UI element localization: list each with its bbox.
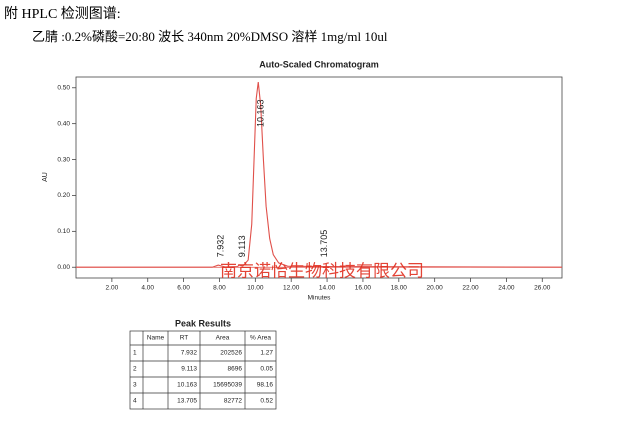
table-cell: 202526 xyxy=(220,350,242,357)
x-tick-label: 4.00 xyxy=(141,285,154,292)
header-title: 附 HPLC 检测图谱: xyxy=(4,6,121,22)
table-cell: 9.113 xyxy=(181,366,197,373)
x-tick-label: 16.00 xyxy=(355,285,372,292)
y-tick-label: 0.00 xyxy=(57,264,70,271)
plot-frame xyxy=(75,76,563,279)
table-cell: 3 xyxy=(133,382,137,389)
y-tick-label: 0.30 xyxy=(57,156,70,163)
x-tick-label: 26.00 xyxy=(534,285,551,292)
x-tick-label: 24.00 xyxy=(498,285,515,292)
table-title: Peak Results xyxy=(175,318,231,328)
table-header: Name xyxy=(147,335,165,342)
watermark: 南京诺怡生物科技有限公司 xyxy=(220,261,424,280)
table-cell: 7.932 xyxy=(181,350,198,357)
header-conditions: 乙腈 :0.2%磷酸=20:80 波长 340nm 20%DMSO 溶样 1mg… xyxy=(32,29,388,44)
y-tick-label: 0.10 xyxy=(57,228,70,235)
peak-label: 10.163 xyxy=(256,99,266,127)
y-tick-label: 0.50 xyxy=(57,84,70,91)
chart-title: Auto-Scaled Chromatogram xyxy=(259,59,379,69)
x-tick-label: 20.00 xyxy=(427,285,444,292)
table-header: RT xyxy=(180,335,189,342)
x-tick-label: 10.00 xyxy=(247,285,264,292)
table-cell: 13.705 xyxy=(177,398,197,405)
peak-label: 13.705 xyxy=(319,230,329,258)
table-header: % Area xyxy=(250,335,271,342)
x-tick-label: 14.00 xyxy=(319,285,336,292)
table-cell: 98.16 xyxy=(257,382,274,389)
chromatogram-line xyxy=(76,81,563,268)
peak-label: 7.932 xyxy=(216,235,226,258)
table-cell: 2 xyxy=(133,366,137,373)
table-cell: 15695039 xyxy=(213,382,242,389)
table-cell: 1 xyxy=(133,350,137,357)
x-tick-label: 22.00 xyxy=(462,285,479,292)
x-axis-label: Minutes xyxy=(308,295,332,302)
table-cell: 1.27 xyxy=(260,350,273,357)
table-header: Area xyxy=(216,335,230,342)
table-cell: 10.163 xyxy=(177,382,197,389)
table-cell: 0.52 xyxy=(260,398,273,405)
table-cell: 4 xyxy=(133,398,137,405)
x-tick-label: 2.00 xyxy=(106,285,119,292)
x-tick-label: 12.00 xyxy=(283,285,300,292)
x-tick-label: 6.00 xyxy=(177,285,190,292)
table-cell: 8696 xyxy=(228,366,243,373)
table-frame xyxy=(129,330,277,410)
peak-label: 9.113 xyxy=(237,235,247,257)
y-tick-label: 0.40 xyxy=(57,120,70,127)
x-tick-label: 8.00 xyxy=(213,285,226,292)
table-cell: 0.05 xyxy=(260,366,273,373)
y-axis-label: AU xyxy=(42,172,49,182)
table-cell: 82772 xyxy=(224,398,242,405)
x-tick-label: 18.00 xyxy=(391,285,408,292)
y-tick-label: 0.20 xyxy=(57,192,70,199)
